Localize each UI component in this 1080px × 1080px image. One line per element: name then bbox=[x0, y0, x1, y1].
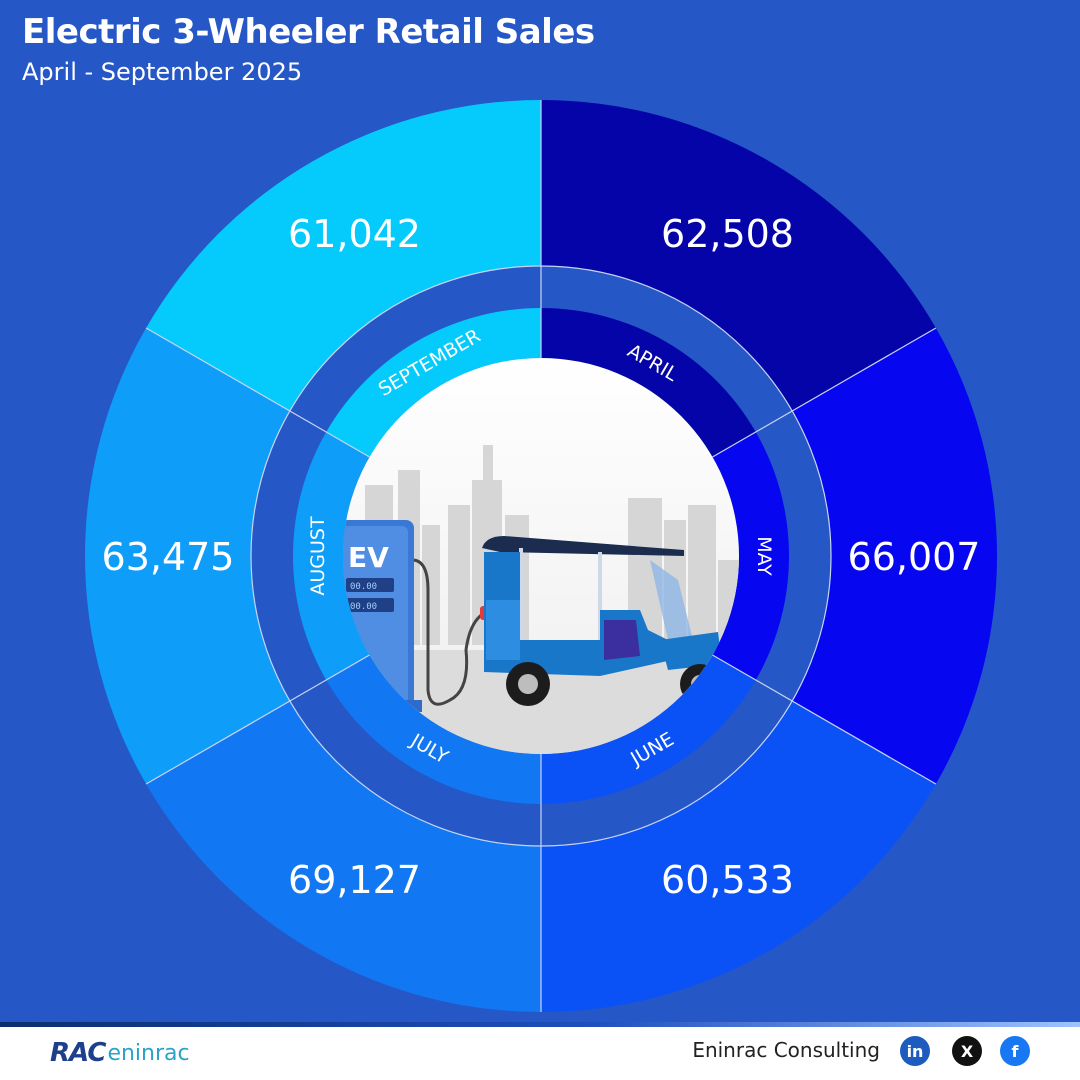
segment-divider bbox=[712, 654, 937, 785]
value-label-may: 66,007 bbox=[848, 535, 981, 579]
eninrac-logo: RAC eninrac bbox=[50, 1036, 190, 1070]
logo-eninrac-text: eninrac bbox=[107, 1040, 190, 1066]
segment-august bbox=[85, 328, 290, 784]
footer-accent-bar bbox=[0, 1022, 1080, 1027]
segment-june bbox=[541, 701, 936, 1012]
ev-sign-label: EV bbox=[348, 541, 389, 574]
segment-july bbox=[146, 701, 542, 1012]
value-label-june: 60,533 bbox=[661, 858, 794, 902]
value-label-july: 69,127 bbox=[288, 858, 421, 902]
page-subtitle: April - September 2025 bbox=[22, 58, 303, 86]
value-label-august: 63,475 bbox=[102, 535, 235, 579]
electric-rickshaw-icon bbox=[482, 536, 722, 706]
logo-rac-text: RAC bbox=[50, 1038, 106, 1068]
facebook-icon[interactable]: f bbox=[1000, 1036, 1030, 1066]
month-band-june bbox=[541, 655, 756, 804]
segment-may bbox=[792, 328, 997, 784]
x-icon[interactable]: X bbox=[952, 1036, 982, 1066]
pump-readout-1: 00.00 bbox=[350, 582, 377, 592]
segment-divider bbox=[145, 327, 370, 458]
segment-april bbox=[541, 100, 936, 411]
month-band-april bbox=[541, 308, 756, 457]
company-name: Eninrac Consulting bbox=[692, 1038, 880, 1062]
footer: RAC eninrac Eninrac Consulting in X f bbox=[0, 1022, 1080, 1080]
month-label-may: MAY bbox=[753, 536, 775, 576]
value-label-april: 62,508 bbox=[661, 212, 794, 256]
linkedin-icon[interactable]: in bbox=[900, 1036, 930, 1066]
value-label-september: 61,042 bbox=[288, 212, 421, 256]
month-band-august bbox=[293, 432, 370, 680]
month-band-september bbox=[326, 308, 541, 457]
pump-readout-2: 00.00 bbox=[350, 602, 377, 612]
month-band-july bbox=[326, 655, 541, 804]
segment-september bbox=[146, 100, 542, 411]
segment-divider bbox=[145, 654, 370, 785]
month-label-august: AUGUST bbox=[307, 516, 329, 596]
page-title: Electric 3-Wheeler Retail Sales bbox=[22, 12, 595, 52]
month-band-may bbox=[712, 432, 789, 680]
segment-divider bbox=[712, 327, 937, 458]
